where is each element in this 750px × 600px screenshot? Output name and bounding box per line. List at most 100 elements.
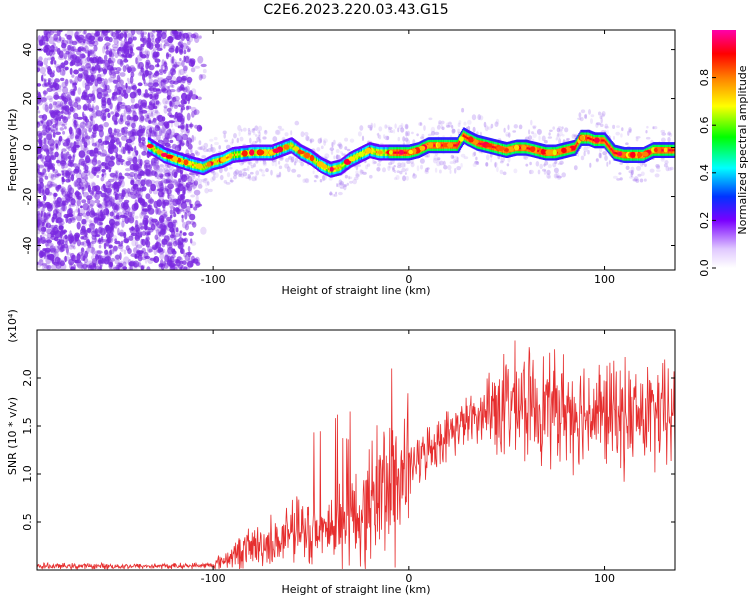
halo-point: [612, 124, 616, 129]
noise-point: [37, 200, 42, 209]
halo-point: [635, 178, 640, 183]
noise-point: [113, 182, 116, 190]
noise-point: [167, 193, 170, 199]
halo-point: [191, 174, 196, 180]
noise-point: [44, 104, 49, 113]
noise-point: [37, 67, 41, 73]
noise-point: [42, 90, 48, 95]
halo-point: [547, 175, 551, 179]
noise-point: [180, 202, 187, 209]
noise-point: [90, 240, 96, 245]
noise-point: [195, 151, 200, 156]
noise-point: [187, 245, 191, 252]
halo-point: [644, 163, 647, 167]
noise-point: [101, 149, 108, 157]
noise-point: [144, 49, 149, 55]
noise-point: [107, 57, 112, 64]
noise-point: [38, 39, 44, 46]
halo-point: [229, 166, 233, 170]
noise-point: [89, 57, 95, 62]
noise-point: [146, 50, 150, 57]
noise-point: [152, 188, 159, 195]
noise-point: [114, 111, 119, 117]
noise-point: [109, 217, 115, 221]
halo-point: [344, 174, 348, 179]
noise-point: [147, 198, 155, 204]
halo-point: [543, 163, 546, 167]
halo-point: [546, 169, 551, 175]
noise-point: [96, 95, 103, 100]
noise-point: [190, 33, 197, 39]
noise-point: [145, 240, 151, 248]
halo-point: [242, 127, 247, 132]
noise-point: [66, 146, 71, 150]
halo-point: [316, 147, 321, 152]
halo-point: [537, 169, 541, 175]
noise-point: [97, 226, 103, 234]
noise-point: [66, 30, 74, 38]
halo-point: [440, 123, 443, 130]
noise-point: [82, 233, 89, 239]
halo-point: [290, 130, 293, 136]
noise-point: [83, 170, 89, 174]
noise-point: [129, 265, 133, 270]
halo-point: [625, 165, 630, 170]
noise-point: [194, 35, 200, 43]
noise-point: [133, 247, 138, 254]
noise-point: [128, 235, 134, 241]
noise-point: [175, 264, 179, 270]
noise-point: [154, 124, 160, 132]
noise-point: [158, 195, 164, 202]
noise-point: [42, 103, 48, 111]
noise-point: [73, 69, 79, 75]
noise-point: [90, 181, 96, 188]
noise-point: [146, 37, 152, 44]
halo-point: [410, 162, 415, 168]
halo-point: [192, 184, 196, 191]
halo-point: [147, 126, 152, 131]
noise-point: [72, 51, 75, 55]
noise-point: [147, 228, 154, 233]
noise-point: [186, 48, 191, 53]
halo-point: [434, 167, 438, 173]
halo-point: [538, 135, 541, 141]
halo-point: [566, 137, 570, 141]
noise-point: [171, 229, 176, 237]
noise-point: [75, 144, 80, 151]
noise-point: [183, 266, 188, 270]
halo-point: [272, 136, 278, 142]
halo-point: [312, 170, 315, 174]
noise-point: [186, 112, 191, 121]
halo-point: [423, 125, 426, 131]
noise-point: [39, 235, 43, 241]
noise-point: [149, 188, 153, 195]
halo-point: [159, 168, 163, 173]
halo-point: [428, 117, 433, 121]
halo-point: [528, 135, 533, 141]
noise-point: [42, 124, 47, 131]
noise-point: [163, 121, 169, 127]
noise-point: [69, 40, 74, 45]
noise-point: [67, 213, 74, 218]
noise-point: [87, 198, 91, 205]
noise-point: [77, 212, 84, 217]
noise-point: [42, 155, 47, 160]
noise-point: [60, 197, 66, 204]
noise-point: [81, 218, 87, 225]
halo-point: [275, 173, 280, 179]
noise-point: [58, 225, 64, 230]
noise-point: [76, 239, 81, 247]
noise-point: [158, 69, 166, 73]
noise-point: [140, 115, 145, 122]
noise-point: [52, 166, 55, 172]
halo-point: [525, 163, 529, 167]
noise-point: [158, 81, 163, 89]
noise-point: [172, 80, 179, 85]
noise-point: [135, 240, 139, 248]
noise-point: [114, 254, 121, 260]
halo-point: [446, 124, 451, 128]
noise-point: [75, 144, 80, 148]
noise-point: [137, 82, 143, 87]
halo-point: [588, 109, 591, 115]
noise-point: [77, 251, 84, 257]
